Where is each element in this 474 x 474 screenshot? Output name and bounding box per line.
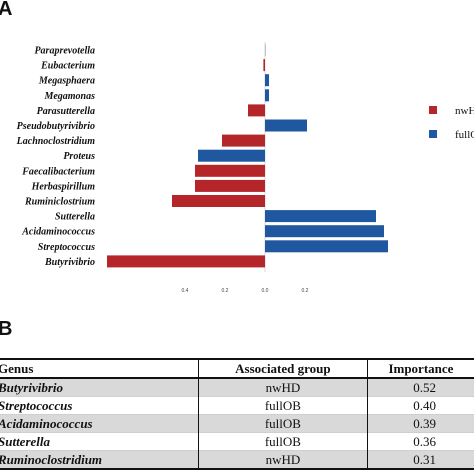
importance-bar-chart: Paraprevotella Eubacterium Megasphaera Mega… [16, 42, 474, 294]
table-row: Butyrivibrio nwHD 0.52 [0, 378, 474, 397]
x-tick-label: 0.4 [182, 288, 189, 294]
bar-butyrivibrio [107, 255, 265, 268]
bar-paraprevotella [265, 44, 266, 56]
cell-importance: 0.40 [366, 396, 474, 415]
cell-genus: Ruminoclostridium [0, 451, 103, 467]
table-row: Acidaminococcus fullOB 0.39 [0, 414, 474, 433]
category-label: Acidaminococcus [21, 227, 95, 238]
cell-genus: Streptococcus [0, 397, 73, 413]
bar-herbaspirillum [195, 179, 265, 192]
bar-ruminiclostrium [172, 195, 265, 207]
category-label: Megasphaera [38, 76, 95, 87]
cell-importance: 0.31 [366, 450, 474, 469]
bar-faecalibacterium [195, 164, 265, 177]
category-label: Lachnoclostridium [16, 136, 96, 147]
bar-pseudobutyrivibrio [265, 119, 307, 132]
legend: nwHD fullOB [429, 105, 474, 141]
cell-group: nwHD [197, 378, 368, 397]
cell-importance: 0.39 [366, 414, 474, 433]
legend-swatch [429, 106, 437, 114]
category-label: Pseudobutyrivibrio [17, 121, 95, 132]
cell-group: nwHD [197, 450, 368, 469]
x-tick-label: 0.2 [302, 288, 309, 294]
legend-label: nwHD [455, 105, 474, 117]
bar-group [107, 44, 388, 268]
bar-sutterella [265, 210, 376, 223]
bar-parasutterella [248, 104, 265, 117]
legend-label: fullOB [455, 129, 474, 141]
bar-proteus [198, 149, 265, 162]
category-labels: Paraprevotella Eubacterium Megasphaera Mega… [16, 46, 96, 268]
cell-group: fullOB [197, 432, 368, 451]
cell-genus: Acidaminococcus [0, 415, 93, 431]
header-associated-group: Associated group [197, 358, 368, 379]
category-label: Faecalibacterium [21, 166, 95, 177]
table-row: Sutterella fullOB 0.36 [0, 432, 474, 451]
bar-megasphaera [265, 74, 269, 87]
category-label: Streptococcus [38, 242, 95, 253]
cell-importance: 0.36 [366, 432, 474, 451]
bar-streptococcus [265, 240, 388, 253]
legend-swatch [429, 130, 437, 138]
category-label: Butyrivibrio [44, 257, 95, 268]
category-label: Parasutterella [37, 106, 95, 117]
bar-megamonas [265, 89, 269, 102]
table-header-row: Genus Associated group Importance [0, 358, 474, 379]
x-tick-label: 0.2 [222, 288, 229, 294]
category-label: Proteus [63, 151, 95, 162]
cell-group: fullOB [197, 414, 368, 433]
panel-a-label: A [0, 0, 13, 20]
panel-b-label: B [0, 318, 13, 340]
cell-genus: Sutterella [0, 433, 51, 449]
table-row: Streptococcus fullOB 0.40 [0, 396, 474, 415]
cell-genus: Butyrivibrio [0, 379, 64, 395]
table-row: Ruminoclostridium nwHD 0.31 [0, 450, 474, 469]
bar-lachnoclostridium [222, 134, 265, 147]
category-label: Paraprevotella [34, 46, 95, 57]
cell-importance: 0.52 [366, 378, 474, 397]
header-importance: Importance [366, 358, 474, 379]
bar-acidaminococcus [265, 225, 384, 238]
category-label: Megamonas [43, 91, 95, 102]
cell-group: fullOB [197, 396, 368, 415]
category-label: Sutterella [55, 212, 95, 223]
header-genus: Genus [0, 358, 199, 379]
importance-table: Genus Associated group Importance Butyri… [0, 358, 474, 470]
category-label: Ruminiclostrium [24, 197, 95, 208]
category-label: Eubacterium [40, 61, 95, 72]
x-tick-label: 0.0 [262, 288, 269, 294]
bar-eubacterium [263, 59, 265, 72]
x-tick-labels: 0.4 0.2 0.0 0.2 [182, 288, 309, 294]
category-label: Herbaspirillum [31, 181, 96, 192]
